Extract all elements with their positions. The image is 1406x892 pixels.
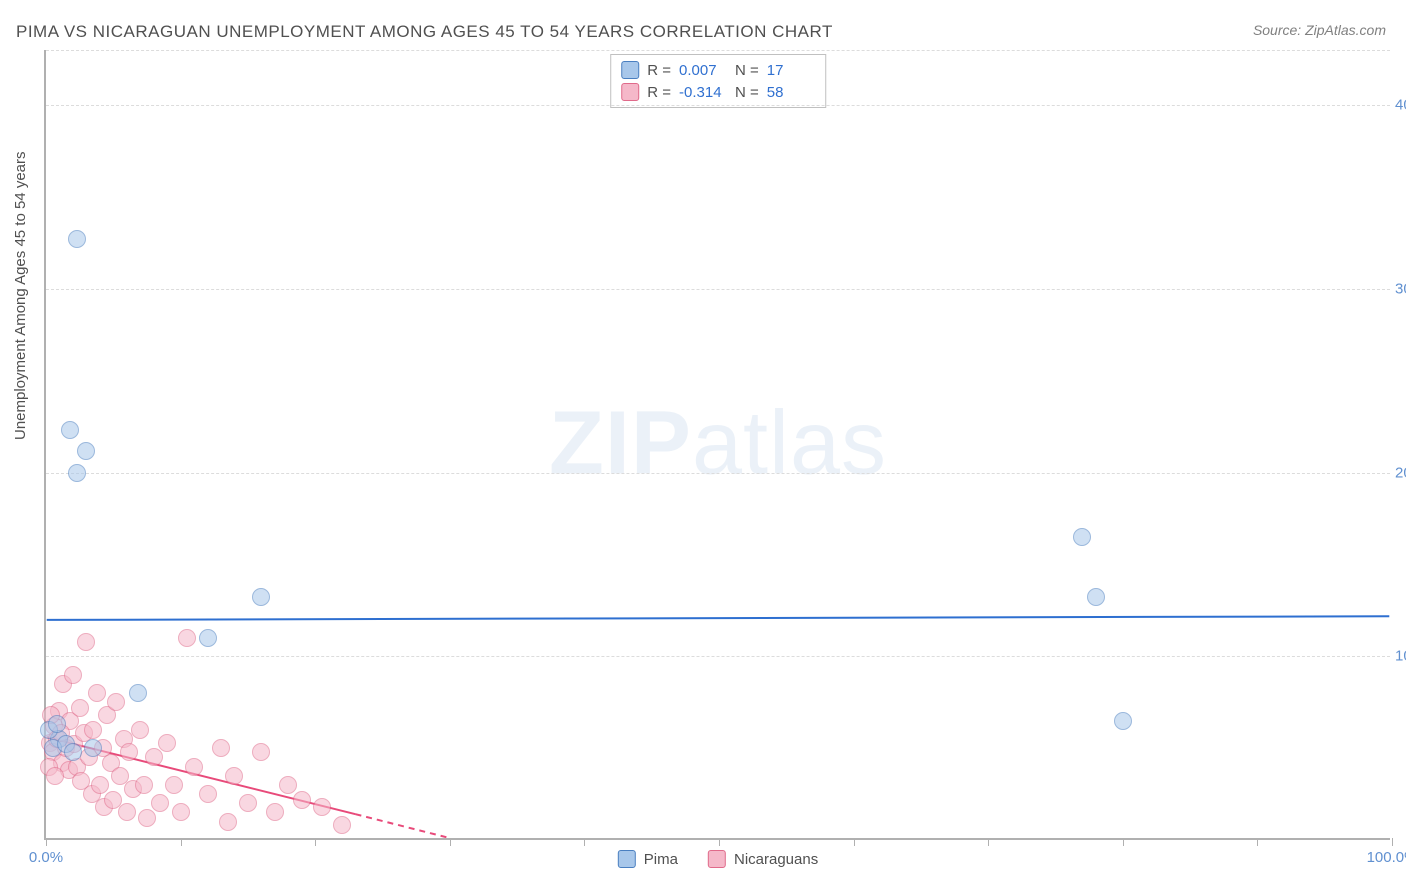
legend-swatch bbox=[621, 61, 639, 79]
data-point[interactable] bbox=[151, 794, 169, 812]
watermark-light: atlas bbox=[692, 394, 887, 494]
data-point[interactable] bbox=[145, 748, 163, 766]
data-point[interactable] bbox=[333, 816, 351, 834]
x-tick bbox=[1392, 838, 1393, 846]
regression-lines-overlay bbox=[46, 50, 1390, 838]
data-point[interactable] bbox=[77, 633, 95, 651]
data-point[interactable] bbox=[61, 421, 79, 439]
x-tick bbox=[988, 838, 989, 846]
data-point[interactable] bbox=[88, 684, 106, 702]
data-point[interactable] bbox=[172, 803, 190, 821]
data-point[interactable] bbox=[199, 629, 217, 647]
data-point[interactable] bbox=[68, 464, 86, 482]
x-tick bbox=[46, 838, 47, 846]
y-tick-label: 30.0% bbox=[1395, 280, 1406, 297]
data-point[interactable] bbox=[199, 785, 217, 803]
data-point[interactable] bbox=[131, 721, 149, 739]
regression-line-pima bbox=[47, 616, 1390, 620]
legend-swatch bbox=[618, 850, 636, 868]
x-tick bbox=[450, 838, 451, 846]
data-point[interactable] bbox=[219, 813, 237, 831]
data-point[interactable] bbox=[225, 767, 243, 785]
watermark: ZIPatlas bbox=[549, 393, 887, 496]
data-point[interactable] bbox=[1073, 528, 1091, 546]
scatter-chart: ZIPatlas R =0.007N =17R =-0.314N =58 Pim… bbox=[44, 50, 1390, 840]
stat-n-label: N = bbox=[735, 62, 759, 79]
gridline-h bbox=[46, 50, 1390, 51]
stat-legend-row: R = 0.007 N = 17 bbox=[621, 59, 815, 81]
y-tick-label: 20.0% bbox=[1395, 464, 1406, 481]
y-tick-label: 40.0% bbox=[1395, 97, 1406, 114]
data-point[interactable] bbox=[68, 230, 86, 248]
data-point[interactable] bbox=[165, 776, 183, 794]
data-point[interactable] bbox=[185, 758, 203, 776]
legend-label: Nicaraguans bbox=[734, 851, 818, 868]
legend-swatch bbox=[621, 83, 639, 101]
data-point[interactable] bbox=[138, 809, 156, 827]
x-tick-label: 100.0% bbox=[1367, 849, 1406, 866]
data-point[interactable] bbox=[293, 791, 311, 809]
y-tick-label: 10.0% bbox=[1395, 648, 1406, 665]
data-point[interactable] bbox=[239, 794, 257, 812]
data-point[interactable] bbox=[178, 629, 196, 647]
series-legend: Pima Nicaraguans bbox=[618, 850, 818, 868]
data-point[interactable] bbox=[212, 739, 230, 757]
data-point[interactable] bbox=[129, 684, 147, 702]
x-tick bbox=[719, 838, 720, 846]
data-point[interactable] bbox=[1087, 588, 1105, 606]
data-point[interactable] bbox=[64, 743, 82, 761]
data-point[interactable] bbox=[118, 803, 136, 821]
regression-line-nica-dashed bbox=[356, 814, 450, 838]
x-tick bbox=[181, 838, 182, 846]
stat-n-value: 17 bbox=[767, 62, 815, 79]
x-tick bbox=[854, 838, 855, 846]
data-point[interactable] bbox=[1114, 712, 1132, 730]
watermark-bold: ZIP bbox=[549, 394, 692, 494]
data-point[interactable] bbox=[77, 442, 95, 460]
legend-swatch bbox=[708, 850, 726, 868]
stat-r-value: 0.007 bbox=[679, 62, 727, 79]
legend-item[interactable]: Pima bbox=[618, 850, 678, 868]
gridline-h bbox=[46, 473, 1390, 474]
x-tick bbox=[315, 838, 316, 846]
gridline-h bbox=[46, 289, 1390, 290]
stat-n-value: 58 bbox=[767, 84, 815, 101]
data-point[interactable] bbox=[135, 776, 153, 794]
y-axis-label: Unemployment Among Ages 45 to 54 years bbox=[12, 151, 29, 440]
stat-r-label: R = bbox=[647, 62, 671, 79]
gridline-h bbox=[46, 656, 1390, 657]
data-point[interactable] bbox=[71, 699, 89, 717]
stat-r-label: R = bbox=[647, 84, 671, 101]
x-tick bbox=[1123, 838, 1124, 846]
chart-title: PIMA VS NICARAGUAN UNEMPLOYMENT AMONG AG… bbox=[16, 22, 833, 42]
data-point[interactable] bbox=[120, 743, 138, 761]
stat-legend-row: R = -0.314 N = 58 bbox=[621, 81, 815, 103]
x-tick bbox=[584, 838, 585, 846]
gridline-h bbox=[46, 105, 1390, 106]
data-point[interactable] bbox=[84, 739, 102, 757]
data-point[interactable] bbox=[64, 666, 82, 684]
data-point[interactable] bbox=[107, 693, 125, 711]
stat-r-value: -0.314 bbox=[679, 84, 727, 101]
x-tick bbox=[1257, 838, 1258, 846]
data-point[interactable] bbox=[91, 776, 109, 794]
data-point[interactable] bbox=[158, 734, 176, 752]
correlation-stats-box: R = 0.007 N = 17 R = -0.314 N = 58 bbox=[610, 54, 826, 108]
source-attribution: Source: ZipAtlas.com bbox=[1253, 22, 1386, 38]
legend-item[interactable]: Nicaraguans bbox=[708, 850, 818, 868]
data-point[interactable] bbox=[313, 798, 331, 816]
data-point[interactable] bbox=[84, 721, 102, 739]
data-point[interactable] bbox=[252, 588, 270, 606]
x-tick-label: 0.0% bbox=[29, 849, 63, 866]
data-point[interactable] bbox=[252, 743, 270, 761]
data-point[interactable] bbox=[48, 715, 66, 733]
data-point[interactable] bbox=[266, 803, 284, 821]
stat-n-label: N = bbox=[735, 84, 759, 101]
data-point[interactable] bbox=[46, 767, 64, 785]
legend-label: Pima bbox=[644, 851, 678, 868]
data-point[interactable] bbox=[279, 776, 297, 794]
